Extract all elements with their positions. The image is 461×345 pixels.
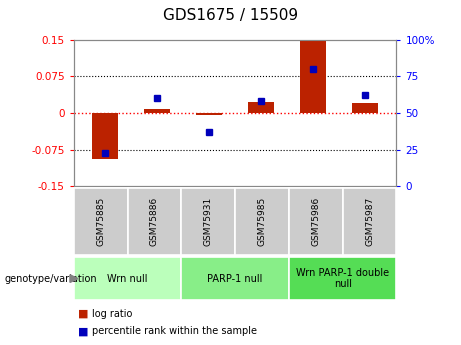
Bar [92, 113, 118, 159]
Text: percentile rank within the sample: percentile rank within the sample [92, 326, 257, 336]
Text: GSM75886: GSM75886 [150, 197, 159, 246]
Bar [196, 113, 222, 115]
Text: ■: ■ [78, 309, 88, 319]
Text: GSM75987: GSM75987 [365, 197, 374, 246]
Bar [300, 41, 326, 113]
Text: GSM75931: GSM75931 [204, 197, 213, 246]
Text: genotype/variation: genotype/variation [5, 274, 97, 284]
Text: log ratio: log ratio [92, 309, 133, 319]
Bar [352, 103, 378, 113]
Text: Wrn null: Wrn null [107, 274, 148, 284]
Text: GSM75985: GSM75985 [258, 197, 266, 246]
Text: ■: ■ [78, 326, 88, 336]
Bar [248, 102, 274, 113]
Text: GSM75986: GSM75986 [311, 197, 320, 246]
Text: Wrn PARP-1 double
null: Wrn PARP-1 double null [296, 268, 389, 289]
Text: GDS1675 / 15509: GDS1675 / 15509 [163, 8, 298, 23]
Bar [144, 109, 170, 113]
Text: PARP-1 null: PARP-1 null [207, 274, 263, 284]
Text: GSM75885: GSM75885 [96, 197, 105, 246]
